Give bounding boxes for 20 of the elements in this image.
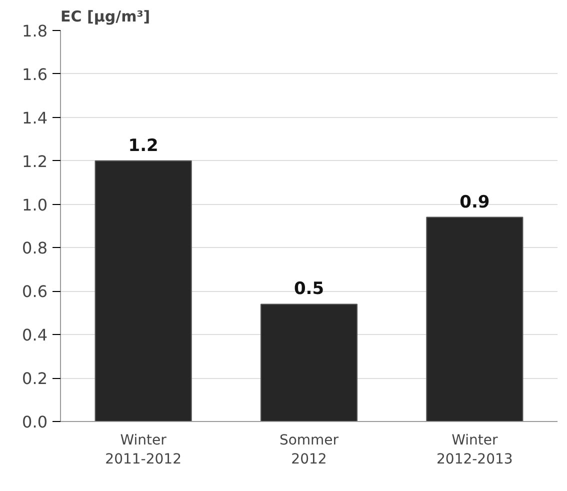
y-tick-label: 0.6 bbox=[22, 282, 48, 302]
chart-title: EC [µg/m³] bbox=[60, 8, 150, 26]
y-tick-label: 1.8 bbox=[22, 22, 48, 40]
y-tick-label: 1.6 bbox=[22, 64, 48, 84]
data-label: 0.5 bbox=[294, 279, 324, 300]
y-tick-label: 1.4 bbox=[22, 108, 48, 128]
data-label: 1.2 bbox=[128, 136, 158, 156]
y-tick-label: 1.0 bbox=[22, 195, 48, 214]
y-tick-label: 0.8 bbox=[22, 238, 48, 258]
data-label: 0.9 bbox=[460, 192, 490, 212]
y-tick-label: 0.4 bbox=[22, 326, 48, 345]
x-tick-label: Winter 2011-2012 bbox=[105, 432, 182, 468]
x-tick-label: Winter 2012-2013 bbox=[436, 432, 513, 468]
y-tick-label: 0.0 bbox=[22, 412, 48, 432]
bar bbox=[260, 304, 358, 422]
x-tick-label: Sommer 2012 bbox=[279, 432, 339, 468]
y-tick-label: 1.2 bbox=[22, 152, 48, 171]
y-tick-label: 0.2 bbox=[22, 369, 48, 388]
bar bbox=[426, 216, 524, 422]
bar bbox=[94, 160, 192, 422]
